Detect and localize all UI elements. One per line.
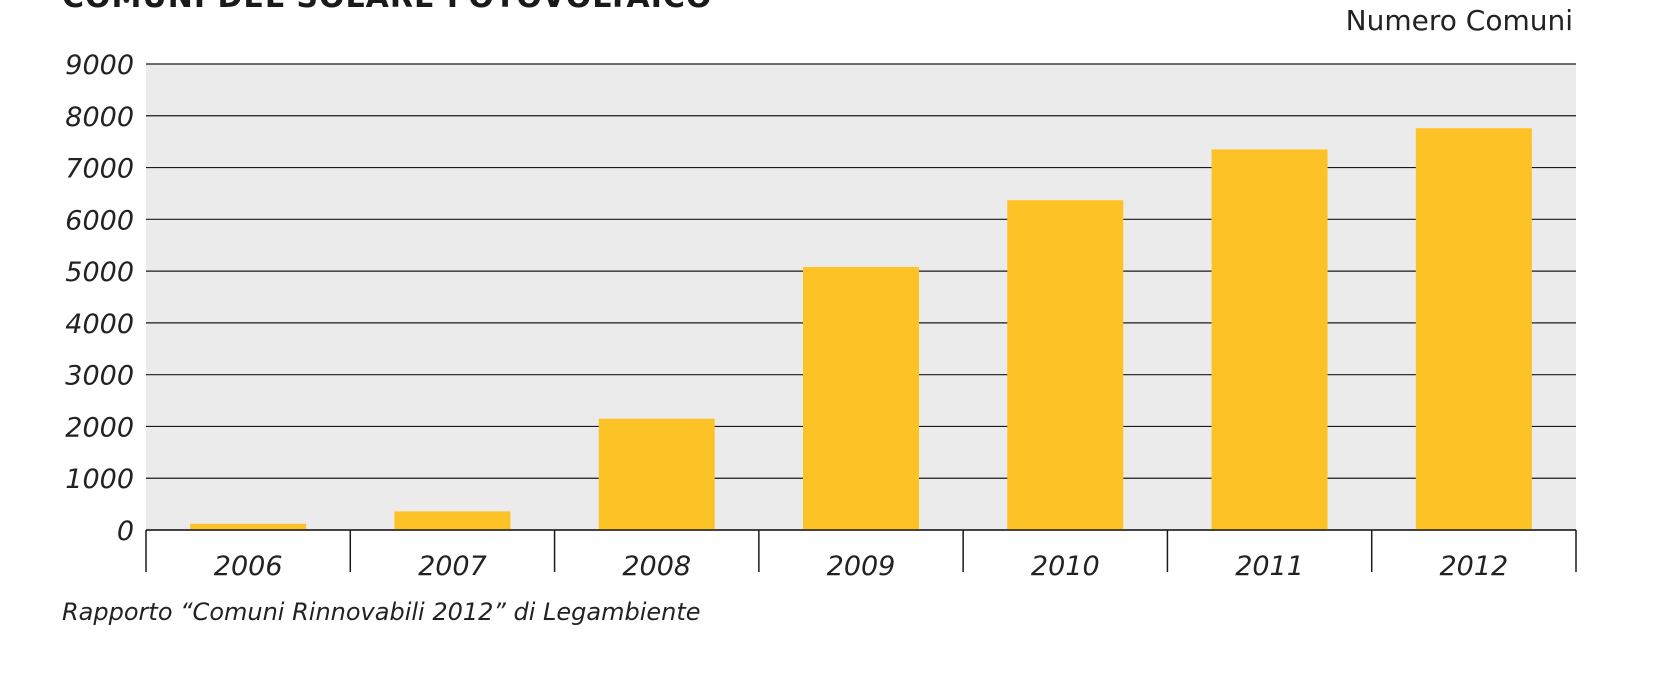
x-tick-label: 2011: [1235, 551, 1304, 582]
y-tick-label: 6000: [65, 205, 134, 236]
bar-2009: [803, 266, 919, 530]
y-unit-label: Numero Comuni: [1345, 4, 1573, 37]
y-axis: 0 1000 2000 3000 4000 5000 6000 7000 8000 9000: [65, 50, 134, 547]
y-tick-label: 7000: [65, 154, 134, 185]
chart-title: COMUNI DEL SOLARE FOTOVOLTAICO: [62, 0, 712, 15]
x-tick-label: 2006: [214, 551, 283, 582]
y-tick-label: 5000: [65, 257, 134, 288]
y-tick-label: 8000: [65, 102, 134, 133]
x-tick-label: 2010: [1031, 551, 1100, 582]
x-tick-label: 2008: [622, 551, 691, 582]
bar-2012: [1415, 128, 1532, 530]
y-tick-label: 1000: [65, 464, 134, 495]
bar-2008: [598, 418, 715, 530]
y-tick-label: 2000: [65, 412, 134, 443]
x-tick-label: 2012: [1439, 551, 1508, 582]
x-tick-labels: 2006 2007 2008 2009 2010 2011 2012: [214, 551, 1508, 582]
bar-2011: [1211, 149, 1328, 530]
y-tick-label: 3000: [65, 361, 134, 392]
y-tick-label: 4000: [65, 309, 134, 340]
y-tick-label: 0: [117, 516, 134, 547]
x-tick-label: 2007: [418, 551, 487, 582]
bar-2007: [394, 511, 511, 530]
bar-chart: 0 1000 2000 3000 4000 5000 6000 7000 8000 9000 20…: [65, 50, 1577, 582]
x-tick-label: 2009: [827, 551, 896, 582]
bar-2006: [190, 523, 307, 530]
bar-2010: [1007, 200, 1124, 531]
y-tick-label: 9000: [65, 50, 134, 81]
x-axis: [145, 529, 1577, 572]
bars: [190, 128, 1532, 531]
source-note: Rapporto “Comuni Rinnovabili 2012” di Le…: [62, 598, 701, 626]
